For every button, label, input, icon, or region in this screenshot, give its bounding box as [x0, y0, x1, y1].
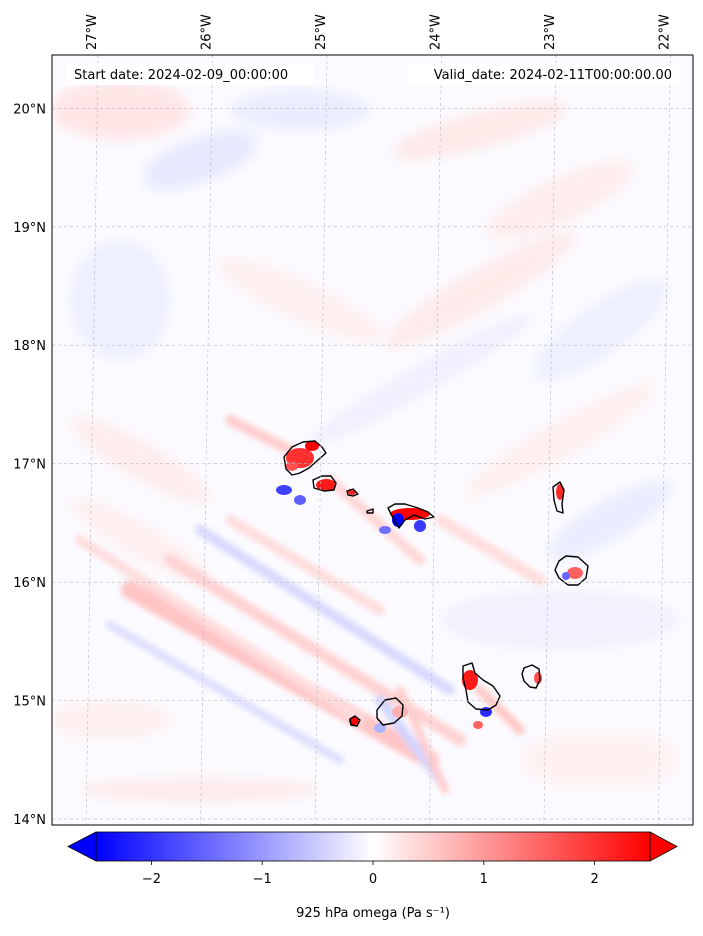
lon-tick-label: 25°W — [314, 14, 329, 50]
gridline-lon — [85, 55, 99, 825]
lat-tick-label: 14°N — [13, 813, 46, 828]
island-santiago — [462, 662, 501, 711]
lat-tick-label: 18°N — [13, 339, 46, 354]
colorbar-gradient — [96, 832, 650, 861]
gridline-lon — [658, 55, 671, 825]
valid-date-label: Valid_date: 2024-02-11T00:00:00.00 — [434, 68, 672, 83]
latitude-ticks: 20°N 19°N 18°N 17°N 16°N 15°N 14°N — [13, 102, 46, 828]
island-sal — [552, 481, 565, 514]
lon-tick-label: 23°W — [543, 14, 558, 50]
colorbar-tick-label: −2 — [142, 872, 161, 887]
gridlines — [52, 55, 693, 825]
lon-tick-label: 27°W — [85, 14, 100, 50]
map-panel: 27°W 26°W 25°W 24°W 23°W 22°W 20°N 19°N 18°N 17°… — [13, 14, 694, 828]
gridline-lon — [314, 55, 328, 825]
gridline-lon — [543, 55, 557, 825]
lon-tick-label: 24°W — [428, 14, 443, 50]
start-date-label: Start date: 2024-02-09_00:00:00 — [74, 68, 288, 83]
colorbar-extend-min — [67, 831, 97, 862]
lat-tick-label: 15°N — [13, 695, 46, 710]
island-sao-vicente — [312, 475, 337, 492]
colorbar-label: 925 hPa omega (Pa s⁻¹) — [296, 906, 450, 921]
map-frame — [51, 54, 694, 826]
island-boa-vista — [554, 555, 589, 586]
omega-field — [52, 55, 693, 825]
coastlines — [283, 440, 589, 727]
colorbar-tick-label: 2 — [590, 872, 598, 887]
island-sao-nicolau — [366, 503, 435, 529]
start-date-box: Start date: 2024-02-09_00:00:00 — [66, 63, 314, 85]
lon-tick-label: 26°W — [200, 14, 215, 50]
gridline-lon — [200, 55, 213, 825]
lat-tick-label: 20°N — [13, 102, 46, 117]
colorbar-extend-max — [649, 831, 678, 862]
lon-tick-label: 22°W — [657, 14, 672, 50]
colorbar-ticks: −2 −1 0 1 2 — [142, 861, 599, 887]
lat-tick-label: 19°N — [13, 221, 46, 236]
lat-tick-label: 16°N — [13, 576, 46, 591]
colorbar-tick-label: 0 — [369, 872, 377, 887]
colorbar: −2 −1 0 1 2 925 hPa omega (Pa s⁻¹) — [67, 831, 678, 921]
lat-tick-label: 17°N — [13, 458, 46, 473]
valid-date-box: Valid_date: 2024-02-11T00:00:00.00 — [407, 63, 679, 85]
island-fogo — [376, 697, 404, 726]
gridline-lon — [429, 55, 442, 825]
colorbar-tick-label: 1 — [480, 872, 488, 887]
island-forcing-cores — [276, 441, 583, 733]
island-santo-antao — [283, 440, 327, 476]
island-brava — [349, 715, 361, 727]
island-santa-luzia — [346, 488, 359, 497]
longitude-ticks: 27°W 26°W 25°W 24°W 23°W 22°W — [85, 14, 672, 50]
island-maio — [521, 664, 541, 689]
colorbar-tick-label: −1 — [253, 872, 272, 887]
